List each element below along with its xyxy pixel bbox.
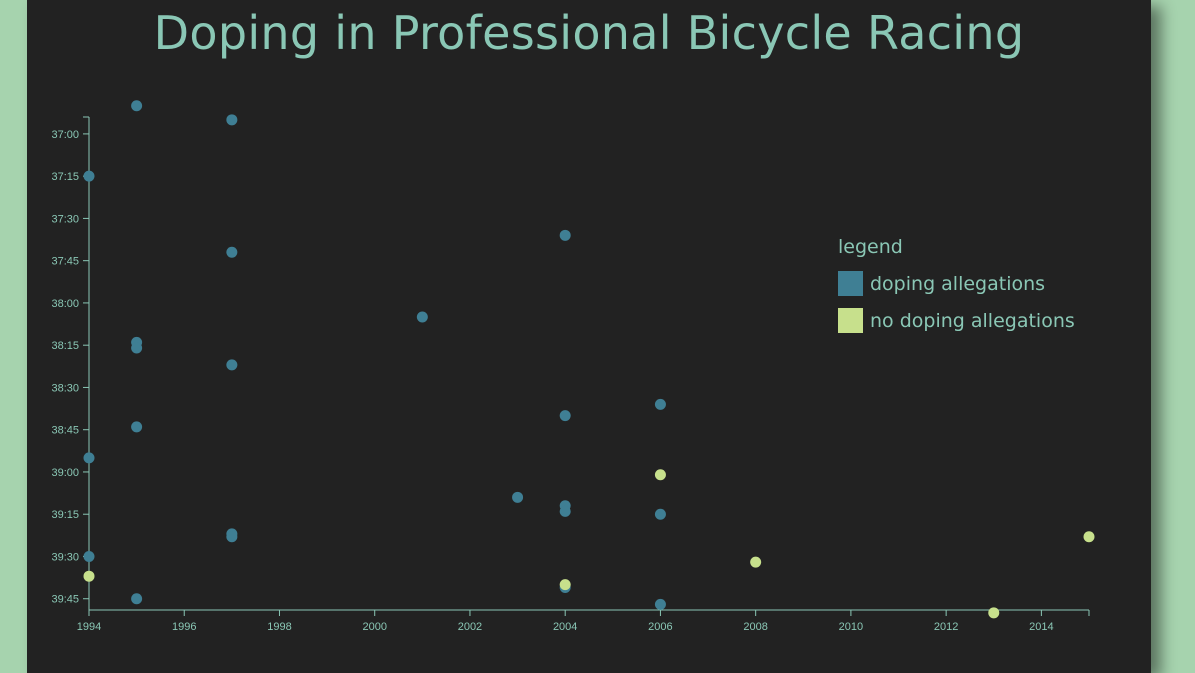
doping-point[interactable] <box>226 359 238 371</box>
doping-point[interactable] <box>654 398 666 410</box>
legend-title: legend <box>838 236 903 258</box>
y-tick-label: 37:30 <box>51 213 79 225</box>
legend-swatch <box>838 271 863 296</box>
scatter-chart: 37:00 37:15 37:30 37:45 38:00 38:15 38:30 38:45… <box>51 100 1095 633</box>
data-points <box>83 100 1095 619</box>
legend: legend doping allegations no doping allega… <box>838 236 1075 333</box>
x-tick-label: 2000 <box>362 621 386 633</box>
no-doping-point[interactable] <box>559 579 571 591</box>
y-tick-label: 37:00 <box>51 129 79 141</box>
doping-point[interactable] <box>654 598 666 610</box>
x-tick-label: 1998 <box>267 621 291 633</box>
doping-point[interactable] <box>559 410 571 422</box>
no-doping-point[interactable] <box>654 469 666 481</box>
doping-point[interactable] <box>83 170 95 182</box>
legend-label: doping allegations <box>870 273 1045 295</box>
y-tick-label: 37:15 <box>51 171 79 183</box>
doping-point[interactable] <box>226 246 238 258</box>
x-tick-label: 1994 <box>77 621 101 633</box>
y-tick-label: 39:30 <box>51 551 79 563</box>
chart-title: Doping in Professional Bicycle Racing <box>153 6 1025 60</box>
doping-point[interactable] <box>131 100 143 112</box>
no-doping-point[interactable] <box>1083 531 1095 543</box>
x-tick-label: 2006 <box>648 621 672 633</box>
x-tick-label: 2012 <box>934 621 958 633</box>
doping-point[interactable] <box>416 311 428 323</box>
doping-point[interactable] <box>131 593 143 605</box>
y-tick-label: 38:00 <box>51 298 79 310</box>
doping-point[interactable] <box>512 491 524 503</box>
doping-point[interactable] <box>559 505 571 517</box>
doping-point[interactable] <box>226 531 238 543</box>
doping-point[interactable] <box>654 508 666 520</box>
doping-point[interactable] <box>559 229 571 241</box>
no-doping-point[interactable] <box>83 570 95 582</box>
x-axis: 1994 1996 1998 2000 2002 2004 2006 2008 2010 2012… <box>77 609 1090 633</box>
legend-label: no doping allegations <box>870 310 1075 332</box>
y-tick-label: 38:15 <box>51 340 79 352</box>
doping-point[interactable] <box>226 114 238 126</box>
x-tick-label: 2004 <box>553 621 577 633</box>
doping-point[interactable] <box>131 421 143 433</box>
doping-point[interactable] <box>131 342 143 354</box>
x-tick-label: 2002 <box>458 621 482 633</box>
x-tick-label: 1996 <box>172 621 196 633</box>
y-tick-label: 39:45 <box>51 594 79 606</box>
doping-point[interactable] <box>83 550 95 562</box>
legend-swatch <box>838 308 863 333</box>
y-axis: 37:00 37:15 37:30 37:45 38:00 38:15 38:30 38:45… <box>51 116 90 610</box>
doping-point[interactable] <box>83 452 95 464</box>
y-tick-label: 39:00 <box>51 467 79 479</box>
y-tick-label: 37:45 <box>51 256 79 268</box>
y-tick-label: 38:45 <box>51 425 79 437</box>
x-tick-label: 2014 <box>1029 621 1053 633</box>
y-tick-label: 38:30 <box>51 382 79 394</box>
y-tick-label: 39:15 <box>51 509 79 521</box>
x-tick-label: 2010 <box>839 621 863 633</box>
no-doping-point[interactable] <box>988 607 1000 619</box>
chart-panel: Doping in Professional Bicycle Racing 37… <box>27 0 1151 673</box>
no-doping-point[interactable] <box>750 556 762 568</box>
x-tick-label: 2008 <box>743 621 767 633</box>
